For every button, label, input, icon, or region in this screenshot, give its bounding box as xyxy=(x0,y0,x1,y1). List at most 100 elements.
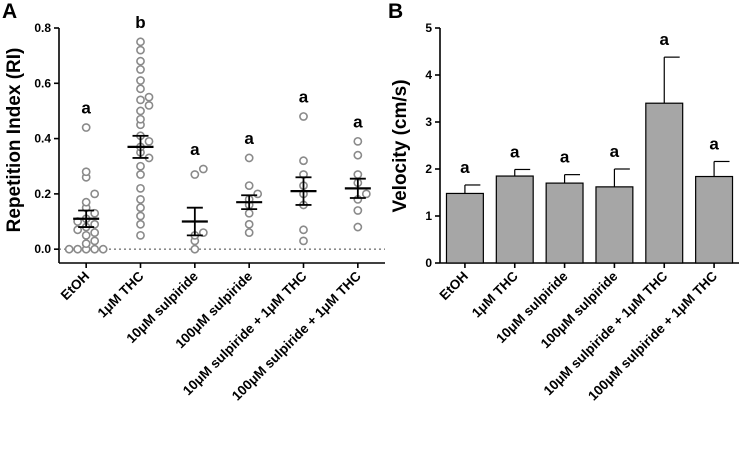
panel-a-data-point xyxy=(81,123,91,132)
panel-b-y-tick-label: 4 xyxy=(425,68,432,82)
panel-a-data-point xyxy=(136,76,145,85)
panel-a-data-point xyxy=(198,228,208,237)
panel-a-category-label: 1μM THC xyxy=(95,268,147,320)
panel-a-significance-letter: a xyxy=(190,140,200,159)
panel-a-data-point xyxy=(361,189,371,199)
panel-a-data-point xyxy=(136,211,145,221)
panel-a-data-point xyxy=(136,170,145,179)
panel-a-data-point xyxy=(299,225,308,235)
panel-b-y-tick-label: 2 xyxy=(425,162,432,176)
panel-a-data-point xyxy=(136,114,145,124)
panel-a-axes xyxy=(58,28,385,268)
panel-a-data-point xyxy=(144,92,154,102)
panel-b: B Velocity (cm/s) 0 1 2 3 4 5 a a a a a a EtOH1μM … xyxy=(388,0,739,404)
panel-b-y-tick-label: 5 xyxy=(425,21,432,35)
panel-a-data-point xyxy=(190,170,200,179)
panel-b-axes xyxy=(439,28,739,268)
panel-b-bar xyxy=(495,175,534,264)
panel-a-data-point xyxy=(73,244,83,254)
panel-a-data-point xyxy=(244,219,254,229)
panel-b-bar xyxy=(645,102,684,264)
panel-a-y-tick-label: 0.4 xyxy=(34,132,51,146)
panel-b-y-axis-label: Velocity (cm/s) xyxy=(390,79,411,212)
panel-b-significance-letter: a xyxy=(560,148,570,167)
panel-a-y-tick-label: 0.8 xyxy=(34,21,51,35)
panel-a-significance-letter: a xyxy=(299,87,309,106)
panel-a-data-point xyxy=(136,106,145,116)
panel-a-data-point xyxy=(73,225,83,235)
panel-a-data-point xyxy=(64,244,74,254)
panel-a-y-axis-label: Repetition Index (RI) xyxy=(4,48,25,233)
panel-a-data-point xyxy=(299,112,308,121)
panel-b-category-label: EtOH xyxy=(437,269,471,303)
panel-a-data-point xyxy=(136,219,145,229)
panel-b-y-ticks: 0 1 2 3 4 5 xyxy=(425,21,440,270)
panel-a-data-point xyxy=(90,189,100,199)
panel-a-data-point xyxy=(136,84,145,94)
panel-a-data-point xyxy=(136,195,145,204)
panel-a-data-point xyxy=(353,170,363,179)
panel-a-data-point xyxy=(353,222,363,232)
panel-a-data-point xyxy=(136,203,145,213)
panel-b-significance-letter: a xyxy=(610,142,620,161)
panel-a-data-point xyxy=(136,65,145,74)
panel-a-marks: a b a a a a xyxy=(64,13,371,254)
panel-b-y-tick-label: 3 xyxy=(425,115,432,129)
panel-a-data-point xyxy=(244,208,254,218)
panel-a-y-tick-label: 0.2 xyxy=(34,187,51,201)
panel-a-y-tick-label: 0.6 xyxy=(34,76,51,90)
panel-a-y-ticks: 0.0 0.2 0.4 0.6 0.8 xyxy=(34,21,59,256)
panel-a-data-point xyxy=(244,228,254,237)
panel-a-category-label: EtOH xyxy=(58,269,92,303)
panel-a-data-point xyxy=(136,230,145,240)
panel-b-bar xyxy=(445,192,484,264)
panel-a-data-point xyxy=(136,45,145,55)
panel-b-category-label: 1μM THC xyxy=(469,268,521,320)
panel-a-data-point xyxy=(299,236,308,246)
panel-a-data-point xyxy=(90,236,100,246)
panel-b-significance-letter: a xyxy=(510,142,520,161)
panel-a-data-point xyxy=(144,136,154,146)
panel-b-y-tick-label: 1 xyxy=(425,209,432,223)
panel-a-data-point xyxy=(81,239,91,249)
panel-a-significance-letter: a xyxy=(81,99,91,118)
panel-a-data-point xyxy=(90,208,100,218)
panel-a: A Repetition Index (RI) 0.00.20.40.60.8 … xyxy=(2,0,385,404)
panel-a-data-point xyxy=(253,189,263,199)
panel-a-data-point xyxy=(90,244,100,254)
panel-a-data-point xyxy=(144,101,154,110)
panel-b-y-tick-label: 0 xyxy=(425,256,432,270)
panel-a-data-point xyxy=(98,244,108,254)
panel-a-data-point xyxy=(136,183,145,193)
panel-b-bar xyxy=(545,182,584,264)
panel-a-data-point xyxy=(190,244,200,254)
panel-b-letter: B xyxy=(388,0,403,23)
panel-b-significance-letter: a xyxy=(660,30,670,49)
panel-a-data-point xyxy=(353,150,363,160)
panel-b-significance-letter: a xyxy=(709,134,719,153)
panel-a-data-point xyxy=(136,56,145,66)
panel-a-data-point xyxy=(244,181,254,190)
panel-a-data-point xyxy=(136,37,145,47)
panel-a-data-point xyxy=(90,228,100,237)
panel-a-data-point xyxy=(136,161,145,171)
panel-a-significance-letter: b xyxy=(135,13,145,32)
panel-a-data-point xyxy=(81,167,91,177)
panel-a-significance-letter: a xyxy=(353,112,363,131)
panel-b-significance-letter: a xyxy=(460,158,470,177)
panel-a-data-point xyxy=(81,197,91,207)
panel-b-bar xyxy=(595,186,634,264)
panel-a-y-tick-label: 0.0 xyxy=(34,242,51,256)
panel-b-bar xyxy=(695,175,734,264)
panel-a-significance-letter: a xyxy=(244,129,254,148)
panel-a-data-point xyxy=(353,206,363,215)
panel-a-data-point xyxy=(90,219,100,229)
panel-b-marks: a a a a a a xyxy=(445,30,734,264)
panel-a-letter: A xyxy=(2,0,17,23)
panel-a-data-point xyxy=(136,95,145,105)
panel-a-data-point xyxy=(81,230,91,240)
panel-a-data-point xyxy=(244,153,254,163)
